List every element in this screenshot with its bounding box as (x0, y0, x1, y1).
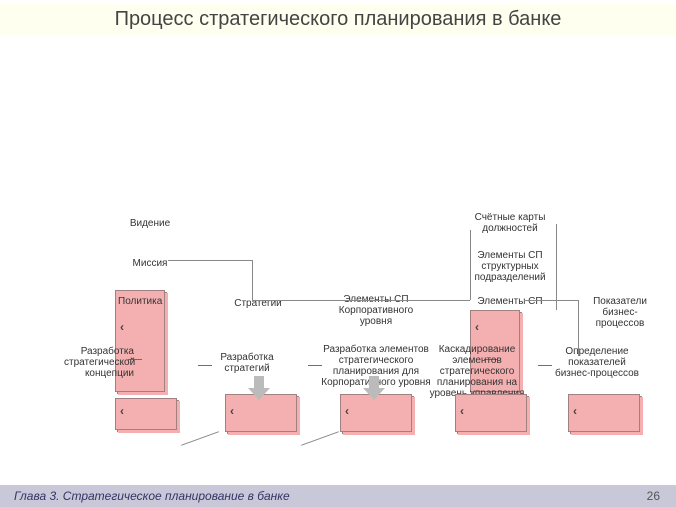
block-bottom-1 (115, 398, 177, 430)
block-bottom-4 (455, 394, 527, 432)
hline (524, 300, 578, 301)
vline (556, 224, 557, 310)
label-elem-sp: Элементы СП (470, 296, 550, 307)
chev-icon: ‹ (573, 404, 577, 418)
chev-icon: ‹ (460, 404, 464, 418)
dash-icon: — (308, 356, 323, 372)
hline (168, 260, 252, 261)
label-kaskad: Каскадирование элементов стратегического… (424, 344, 530, 399)
dash-icon: — (198, 356, 213, 372)
label-politika: Политика (118, 296, 160, 307)
label-opred: Определение показателей бизнес-процессов (552, 346, 642, 379)
footer: Глава 3. Стратегическое планирование в б… (0, 485, 676, 507)
block-bottom-5 (568, 394, 640, 432)
arrow-down-icon (248, 376, 270, 402)
label-videnie: Видение (120, 218, 180, 229)
vline (470, 230, 471, 300)
vline (252, 260, 253, 300)
dash-icon: — (538, 356, 553, 372)
hline (252, 300, 470, 301)
label-elem-struct: Элементы СП структурных подразделений (462, 250, 558, 283)
chev-icon: ‹ (120, 404, 124, 418)
label-razrab-strat: Разработка стратегий (212, 352, 282, 374)
label-schet: Счётные карты должностей (462, 212, 558, 234)
diag-line (301, 431, 339, 446)
footer-text: Глава 3. Стратегическое планирование в б… (14, 489, 290, 503)
label-elem-korp: Элементы СП Корпоративного уровня (328, 294, 424, 327)
chev-icon: ‹ (345, 404, 349, 418)
chev-icon: ‹ (475, 320, 479, 334)
arrow-down-icon (363, 376, 385, 402)
page-number: 26 (647, 485, 660, 507)
diagram-canvas: Видение Миссия Политика ‹ — Разработка с… (0, 0, 676, 507)
label-razrab-konc: Разработка стратегической концепции (64, 346, 134, 379)
chev-icon: ‹ (230, 404, 234, 418)
chev-icon: ‹ (120, 320, 124, 334)
label-pokaz: Показатели бизнес-процессов (584, 296, 656, 329)
diag-line (181, 431, 219, 446)
